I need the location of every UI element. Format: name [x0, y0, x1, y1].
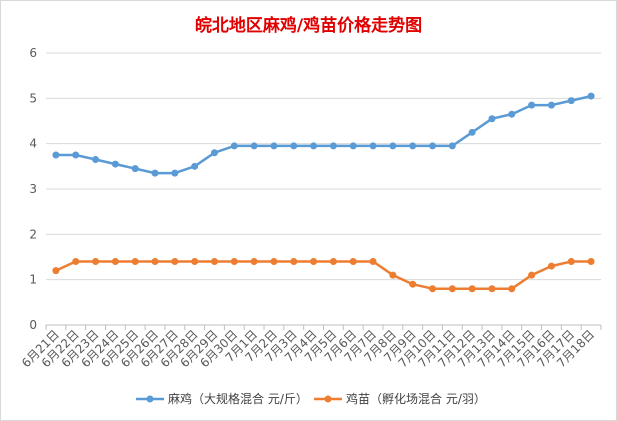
data-point — [171, 169, 179, 177]
y-tick-label: 5 — [29, 91, 37, 105]
data-point — [389, 142, 397, 150]
data-point — [290, 142, 298, 150]
data-point — [448, 285, 456, 293]
legend-swatch-marker — [324, 395, 332, 403]
data-point — [111, 258, 119, 266]
y-tick-label: 3 — [29, 182, 37, 196]
data-point — [349, 258, 357, 266]
data-point — [310, 258, 318, 266]
data-point — [468, 128, 476, 136]
data-point — [349, 142, 357, 150]
data-point — [171, 258, 179, 266]
data-point — [151, 169, 159, 177]
data-point — [547, 262, 555, 270]
data-point — [409, 280, 417, 288]
data-point — [468, 285, 476, 293]
data-point — [429, 142, 437, 150]
data-point — [429, 285, 437, 293]
data-point — [230, 142, 238, 150]
legend-label: 鸡苗（孵化场混合 元/羽） — [346, 391, 486, 406]
data-point — [587, 258, 595, 266]
data-point — [567, 97, 575, 105]
data-point — [131, 258, 139, 266]
data-point — [310, 142, 318, 150]
data-point — [191, 162, 199, 170]
data-point — [448, 142, 456, 150]
data-point — [547, 101, 555, 109]
data-point — [488, 285, 496, 293]
data-point — [111, 160, 119, 168]
data-point — [250, 142, 258, 150]
y-tick-label: 0 — [29, 318, 37, 332]
data-point — [369, 142, 377, 150]
data-point — [587, 92, 595, 100]
data-point — [210, 258, 218, 266]
y-tick-label: 4 — [29, 137, 37, 151]
data-point — [270, 258, 278, 266]
data-point — [131, 165, 139, 173]
data-point — [508, 285, 516, 293]
chart-title: 皖北地区麻鸡/鸡苗价格走势图 — [194, 16, 423, 36]
data-point — [52, 267, 60, 275]
legend-swatch-marker — [146, 395, 154, 403]
y-tick-label: 2 — [29, 227, 37, 241]
data-point — [369, 258, 377, 266]
data-point — [567, 258, 575, 266]
data-point — [290, 258, 298, 266]
data-point — [92, 258, 100, 266]
y-tick-label: 6 — [29, 46, 37, 60]
legend-label: 麻鸡（大规格混合 元/斤） — [168, 391, 308, 406]
data-point — [72, 258, 80, 266]
data-point — [508, 110, 516, 118]
data-point — [151, 258, 159, 266]
data-point — [270, 142, 278, 150]
data-point — [488, 115, 496, 123]
data-point — [329, 258, 337, 266]
data-point — [210, 149, 218, 157]
data-point — [52, 151, 60, 159]
series-line — [55, 260, 592, 290]
data-point — [72, 151, 80, 159]
y-tick-label: 1 — [29, 273, 37, 287]
data-point — [528, 271, 536, 279]
data-point — [409, 142, 417, 150]
data-point — [92, 156, 100, 164]
series-line — [55, 94, 592, 175]
data-point — [230, 258, 238, 266]
data-point — [528, 101, 536, 109]
data-point — [329, 142, 337, 150]
data-point — [389, 271, 397, 279]
data-point — [191, 258, 199, 266]
data-point — [250, 258, 258, 266]
